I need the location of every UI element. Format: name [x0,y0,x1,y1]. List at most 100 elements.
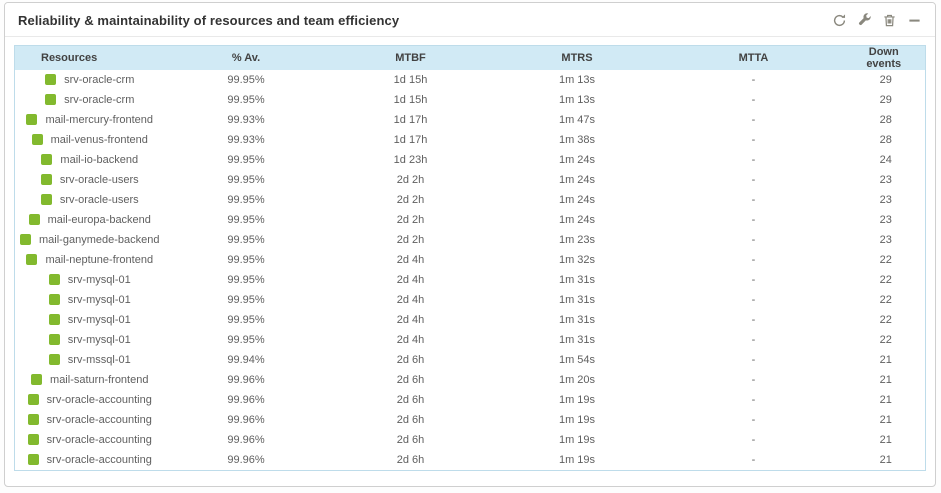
column-header-down-events: Down events [846,45,926,70]
availability-value: 99.95% [227,274,265,286]
down-events-value: 23 [879,174,892,186]
resource-cell: mail-ganymede-backend [15,230,165,250]
status-square-icon [48,354,60,365]
down-events-value: 22 [879,254,892,266]
table-row: srv-mysql-01 99.95% 2d 4h 1m 31s - 22 [15,330,926,350]
mtta-value: - [751,234,756,246]
refresh-icon[interactable] [831,12,847,28]
mtbf-value: 2d 4h [396,334,425,346]
mtta-value: - [751,74,756,86]
resource-name: mail-europa-backend [47,214,151,226]
mtbf-value: 2d 2h [396,214,425,226]
resource-name: srv-oracle-crm [64,94,135,106]
mtbf-value: 2d 2h [396,174,425,186]
mtbf-value: 2d 6h [396,453,425,466]
mtbf-value: 2d 4h [396,314,425,326]
wrench-icon[interactable] [856,12,872,28]
down-events-value: 22 [879,334,892,346]
table-row: mail-io-backend 99.95% 1d 23h 1m 24s - 2… [15,150,926,170]
down-events-value: 21 [879,414,892,426]
mtta-value: - [751,414,756,426]
resource-cell: srv-mysql-01 [15,290,165,310]
resource-name: mail-neptune-frontend [45,254,154,266]
table-header-row: Resources% Av. MTBF MTRS MTTA Down events [14,45,926,70]
table-row: mail-neptune-frontend 99.95% 2d 4h 1m 32… [15,250,926,270]
resource-cell: srv-oracle-accounting [15,430,165,450]
status-square-icon [31,374,43,385]
column-header-mtta: MTTA [660,45,847,70]
mtrs-value: 1m 31s [558,314,596,326]
resource-cell: mail-neptune-frontend [15,250,165,270]
mtrs-value: 1m 24s [558,214,596,226]
mtrs-value: 1m 31s [558,334,596,346]
resource-cell: srv-mssql-01 [15,350,165,370]
availability-value: 99.95% [227,254,265,266]
resource-name: srv-oracle-crm [64,74,135,86]
resource-name: srv-oracle-users [59,194,139,206]
widget-toolbar [831,12,922,28]
availability-value: 99.95% [227,74,265,86]
availability-value: 99.95% [227,334,265,346]
mtbf-value: 2d 2h [396,194,425,206]
resource-name: srv-mssql-01 [67,354,131,366]
mtrs-value: 1m 31s [558,294,596,306]
status-square-icon [45,94,57,105]
mtrs-value: 1m 19s [558,394,596,406]
mtbf-value: 1d 17h [393,114,428,126]
table-row: srv-oracle-accounting 99.96% 2d 6h 1m 19… [15,410,926,430]
mtbf-value: 1d 15h [393,74,428,86]
down-events-value: 24 [879,154,892,166]
availability-value: 99.96% [227,414,265,426]
mtbf-value: 2d 6h [396,434,425,446]
mtta-value: - [751,114,756,126]
status-square-icon [31,134,43,145]
mtbf-value: 2d 4h [396,294,425,306]
column-header-mtrs: MTRS [493,45,661,70]
mtrs-value: 1m 20s [558,374,596,386]
table-row: mail-saturn-frontend 99.96% 2d 6h 1m 20s… [15,370,926,390]
table-row: srv-mssql-01 99.94% 2d 6h 1m 54s - 21 [15,350,926,370]
resource-name: srv-oracle-accounting [46,453,152,466]
resource-name: srv-oracle-accounting [46,434,152,446]
resource-cell: srv-oracle-accounting [15,450,165,470]
table-row: srv-oracle-users 99.95% 2d 2h 1m 24s - 2… [15,190,926,210]
widget-body: Resources% Av. MTBF MTRS MTTA Down events sr… [5,37,935,486]
resource-name: mail-saturn-frontend [50,374,149,386]
status-square-icon [48,294,60,305]
status-square-icon [27,394,39,405]
mtta-value: - [751,294,756,306]
mtbf-value: 2d 4h [396,274,425,286]
resource-name: srv-oracle-accounting [46,414,152,426]
table-row: mail-venus-frontend 99.93% 1d 17h 1m 38s… [15,130,926,150]
resource-cell: srv-oracle-crm [15,90,165,110]
mtrs-value: 1m 24s [558,194,596,206]
mtta-value: - [751,354,756,366]
status-square-icon [40,174,52,185]
resource-cell: mail-europa-backend [15,210,165,230]
down-events-value: 28 [879,114,892,126]
resource-cell: srv-mysql-01 [15,270,165,290]
resource-name: mail-ganymede-backend [39,234,160,246]
resource-cell: mail-mercury-frontend [15,110,165,130]
mtbf-value: 2d 6h [396,414,425,426]
trash-icon[interactable] [881,12,897,28]
resource-cell: mail-venus-frontend [15,130,165,150]
mtta-value: - [751,274,756,286]
availability-value: 99.95% [227,94,265,106]
down-events-value: 21 [879,453,892,466]
mtta-value: - [751,434,756,446]
mtbf-value: 2d 6h [396,394,425,406]
mtta-value: - [751,394,756,406]
status-square-icon [27,414,39,425]
collapse-icon[interactable] [906,12,922,28]
mtbf-value: 1d 17h [393,134,428,146]
table-row: srv-oracle-accounting 99.96% 2d 6h 1m 19… [15,390,926,410]
resource-name: srv-oracle-users [59,174,139,186]
mtrs-value: 1m 24s [558,154,596,166]
mtta-value: - [751,453,756,466]
reliability-table: Resources% Av. MTBF MTRS MTTA Down events sr… [14,45,926,471]
resource-name: srv-oracle-accounting [46,394,152,406]
column-header-av: % Av. [164,45,328,70]
table-row: mail-europa-backend 99.95% 2d 2h 1m 24s … [15,210,926,230]
